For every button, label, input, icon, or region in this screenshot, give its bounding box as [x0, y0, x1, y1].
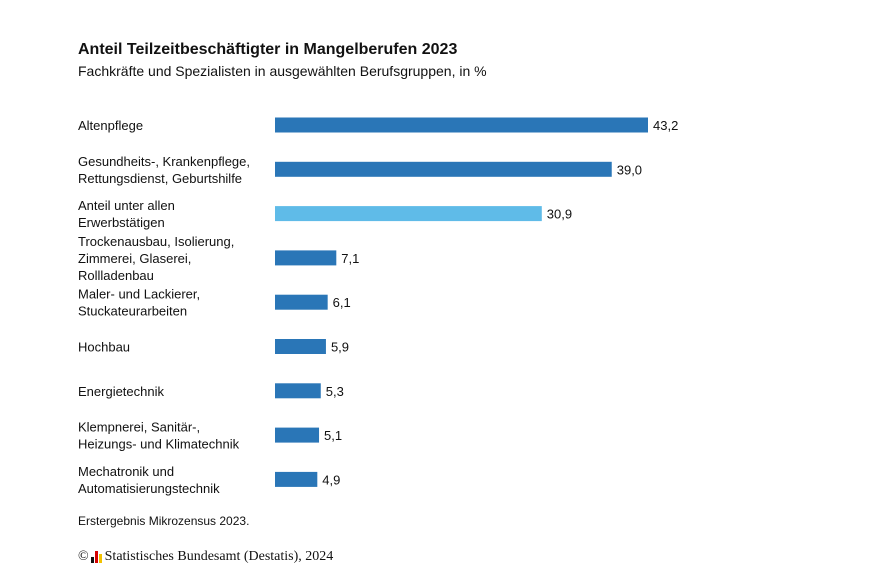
category-label-3-line-0: Trockenausbau, Isolierung, [78, 234, 234, 249]
bar-0 [275, 117, 648, 133]
category-label-3-line-2: Rollladenbau [78, 268, 154, 283]
value-label-3: 7,1 [341, 251, 359, 266]
category-label-0-line-0: Altenpflege [78, 118, 143, 133]
bar-3 [275, 250, 337, 266]
value-label-8: 4,9 [322, 472, 340, 487]
category-label-4-line-1: Stuckateurarbeiten [78, 304, 187, 319]
bar-5 [275, 339, 326, 354]
category-label-8-line-0: Mechatronik und [78, 464, 174, 479]
copyright-symbol: © [78, 549, 89, 564]
chart-title: Anteil Teilzeitbeschäftigter in Mangelbe… [78, 41, 458, 58]
bar-8 [275, 471, 318, 487]
footnote: Erstergebnis Mikrozensus 2023. [78, 514, 250, 528]
bar-2 [275, 206, 542, 222]
category-label-6-line-0: Energietechnik [78, 384, 164, 399]
copyright-text: Statistisches Bundesamt (Destatis), 2024 [104, 549, 334, 564]
category-label-1-line-1: Rettungsdienst, Geburtshilfe [78, 171, 242, 186]
category-label-8-line-1: Automatisierungstechnik [78, 481, 220, 496]
value-label-5: 5,9 [331, 340, 349, 355]
bar-6 [275, 383, 321, 399]
bar-7 [275, 427, 320, 443]
value-label-0: 43,2 [653, 118, 678, 133]
value-label-4: 6,1 [333, 295, 351, 310]
category-label-5-line-0: Hochbau [78, 340, 130, 355]
category-label-4-line-0: Maler- und Lackierer, [78, 287, 200, 302]
category-label-2-line-0: Anteil unter allen [78, 198, 175, 213]
category-label-3-line-1: Zimmerei, Glaserei, [78, 251, 191, 266]
chart-subtitle: Fachkräfte und Spezialisten in ausgewähl… [78, 63, 487, 79]
value-label-7: 5,1 [324, 428, 342, 443]
value-label-2: 30,9 [547, 207, 572, 222]
category-label-7-line-0: Klempnerei, Sanitär-, [78, 420, 200, 435]
copyright-line: © Statistisches Bundesamt (Destatis), 20… [78, 549, 333, 565]
bar-4 [275, 294, 328, 310]
category-label-2-line-1: Erwerbstätigen [78, 215, 165, 230]
value-label-6: 5,3 [326, 384, 344, 399]
value-label-1: 39,0 [617, 162, 642, 177]
bar-1 [275, 161, 612, 177]
destatis-logo-icon [90, 551, 102, 563]
category-label-7-line-1: Heizungs- und Klimatechnik [78, 437, 240, 452]
category-label-1-line-0: Gesundheits-, Krankenpflege, [78, 154, 250, 169]
